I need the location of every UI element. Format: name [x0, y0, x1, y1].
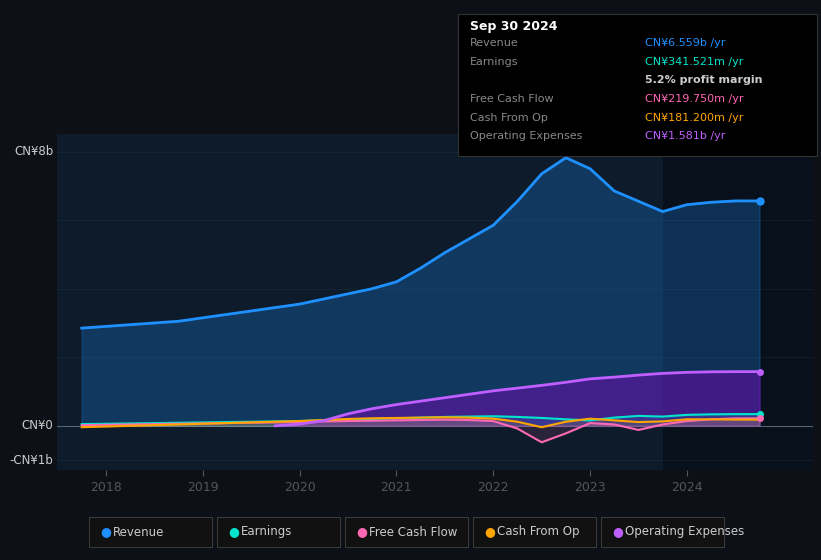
- Bar: [663, 134, 813, 470]
- Text: Revenue: Revenue: [112, 525, 164, 539]
- Text: CN¥6.559b /yr: CN¥6.559b /yr: [644, 38, 725, 48]
- Text: ●: ●: [100, 525, 111, 539]
- Text: CN¥181.200m /yr: CN¥181.200m /yr: [644, 113, 743, 123]
- Text: Free Cash Flow: Free Cash Flow: [369, 525, 457, 539]
- Text: ●: ●: [356, 525, 367, 539]
- Text: CN¥1.581b /yr: CN¥1.581b /yr: [644, 132, 725, 141]
- Text: CN¥8b: CN¥8b: [14, 145, 53, 158]
- Text: ●: ●: [228, 525, 239, 539]
- Text: 5.2% profit margin: 5.2% profit margin: [644, 76, 762, 85]
- Text: Revenue: Revenue: [470, 38, 519, 48]
- Text: Free Cash Flow: Free Cash Flow: [470, 94, 553, 104]
- Text: Operating Expenses: Operating Expenses: [470, 132, 582, 141]
- Text: Sep 30 2024: Sep 30 2024: [470, 20, 557, 32]
- Text: CN¥219.750m /yr: CN¥219.750m /yr: [644, 94, 743, 104]
- Text: Cash From Op: Cash From Op: [497, 525, 579, 539]
- Text: -CN¥1b: -CN¥1b: [10, 454, 53, 466]
- Text: ●: ●: [484, 525, 495, 539]
- Text: Earnings: Earnings: [241, 525, 292, 539]
- Text: Operating Expenses: Operating Expenses: [625, 525, 744, 539]
- Text: CN¥341.521m /yr: CN¥341.521m /yr: [644, 57, 743, 67]
- Text: Cash From Op: Cash From Op: [470, 113, 548, 123]
- Text: CN¥0: CN¥0: [21, 419, 53, 432]
- Text: Earnings: Earnings: [470, 57, 518, 67]
- Text: ●: ●: [612, 525, 623, 539]
